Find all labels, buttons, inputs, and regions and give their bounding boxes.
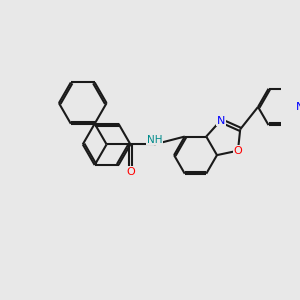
Text: N: N [296, 102, 300, 112]
Text: O: O [126, 167, 135, 177]
Text: N: N [216, 116, 225, 126]
Text: O: O [234, 146, 242, 156]
Text: NH: NH [146, 135, 162, 145]
